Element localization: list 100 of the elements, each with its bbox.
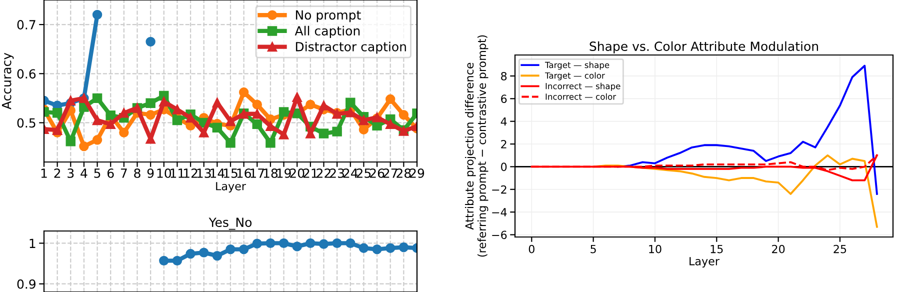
point xyxy=(159,96,169,106)
x-tick-label: 5 xyxy=(590,244,596,254)
y-tick-label: −4 xyxy=(492,208,507,216)
x-axis-title: Layer xyxy=(216,182,246,192)
x-tick-label: 20 xyxy=(772,244,785,254)
y-tick-label: 2 xyxy=(501,140,506,148)
legend-label: Incorrect — color xyxy=(546,93,616,100)
point xyxy=(278,107,289,117)
x-tick-label: 17 xyxy=(250,168,264,178)
point xyxy=(346,98,356,108)
x-tick-label: 11 xyxy=(170,168,184,178)
point xyxy=(212,98,222,108)
x-tick-label: 9 xyxy=(147,168,154,178)
point xyxy=(372,244,382,254)
point xyxy=(398,110,409,120)
chart-title: Shape vs. Color Attribute Modulation xyxy=(590,41,818,54)
x-tick-label: 10 xyxy=(649,244,662,254)
point xyxy=(226,138,236,148)
point xyxy=(332,126,342,136)
x-tick-label: 13 xyxy=(197,168,211,178)
y-axis-title: Attribute projection difference (referring prompt − contrastive prompt) xyxy=(465,35,488,257)
x-tick-label: 26 xyxy=(370,168,384,178)
legend-label: Distractor caption xyxy=(296,42,406,54)
legend-label: All caption xyxy=(294,26,360,38)
legend-label: Target — color xyxy=(544,72,605,80)
point xyxy=(318,128,329,138)
point xyxy=(186,248,196,259)
point xyxy=(292,92,302,102)
legend-label: No prompt xyxy=(296,10,361,22)
chart-title: Yes_No xyxy=(208,218,252,230)
point xyxy=(146,36,156,47)
x-tick-label: 6 xyxy=(108,168,114,178)
y-axis-title: Accuracy xyxy=(2,52,14,110)
y-tick-label: −2 xyxy=(492,185,506,194)
point xyxy=(212,122,222,132)
x-tick-label: 25 xyxy=(356,168,371,178)
x-tick-label: 3 xyxy=(68,168,74,178)
point xyxy=(198,248,209,258)
point xyxy=(92,10,102,20)
y-tick-label: 4 xyxy=(500,117,507,126)
point xyxy=(385,119,396,130)
x-tick-label: 23 xyxy=(330,168,344,178)
point xyxy=(398,242,409,252)
x-tick-label: 21 xyxy=(303,168,318,178)
point xyxy=(119,128,129,138)
x-tick-label: 1 xyxy=(41,168,47,178)
point xyxy=(146,110,156,120)
legend-label: Incorrect — shape xyxy=(546,82,620,91)
point xyxy=(252,119,262,130)
point xyxy=(318,100,329,110)
y-tick-label: −6 xyxy=(492,230,507,240)
point xyxy=(358,243,369,253)
y-tick-label: 8 xyxy=(501,72,507,80)
point xyxy=(66,96,76,106)
point xyxy=(79,141,89,152)
point xyxy=(318,239,329,249)
x-tick-label: 2 xyxy=(54,168,60,178)
x-tick-label: 27 xyxy=(383,168,398,178)
x-tick-label: 22 xyxy=(316,168,330,178)
point xyxy=(385,243,396,253)
point xyxy=(52,108,62,118)
x-tick-label: 4 xyxy=(80,168,88,178)
point xyxy=(266,138,276,148)
x-axis-title: Layer xyxy=(690,257,720,268)
point xyxy=(252,100,262,110)
y-tick-label: 0 xyxy=(501,162,507,172)
point xyxy=(92,93,102,104)
point xyxy=(278,238,289,248)
x-tick-label: 19 xyxy=(277,168,291,178)
x-tick-label: 7 xyxy=(120,168,127,178)
x-tick-label: 15 xyxy=(224,168,238,178)
y-tick-label: 0.6 xyxy=(17,69,36,79)
point xyxy=(306,238,316,248)
x-tick-label: 0 xyxy=(528,244,534,254)
x-tick-label: 14 xyxy=(210,168,224,178)
x-tick-label: 29 xyxy=(410,168,424,178)
point xyxy=(159,256,169,266)
x-tick-label: 20 xyxy=(290,168,304,178)
x-tick-label: 12 xyxy=(184,168,198,178)
point xyxy=(172,104,182,114)
point xyxy=(266,121,276,132)
point xyxy=(372,120,382,131)
x-tick-label: 24 xyxy=(343,168,358,178)
x-tick-label: 16 xyxy=(237,168,251,178)
point xyxy=(226,244,236,254)
point xyxy=(226,116,236,126)
x-tick-label: 18 xyxy=(264,168,278,178)
point xyxy=(238,87,249,98)
point xyxy=(52,125,62,135)
y-tick-label: 0.5 xyxy=(17,118,36,128)
x-tick-label: 28 xyxy=(396,168,411,178)
point xyxy=(172,256,182,266)
point xyxy=(266,238,276,248)
x-tick-label: 8 xyxy=(134,168,140,178)
point xyxy=(278,130,289,140)
x-tick-label: 10 xyxy=(157,168,172,178)
point xyxy=(358,124,369,134)
legend-label: Target — shape xyxy=(544,62,610,70)
point xyxy=(66,136,76,146)
point xyxy=(92,115,102,126)
